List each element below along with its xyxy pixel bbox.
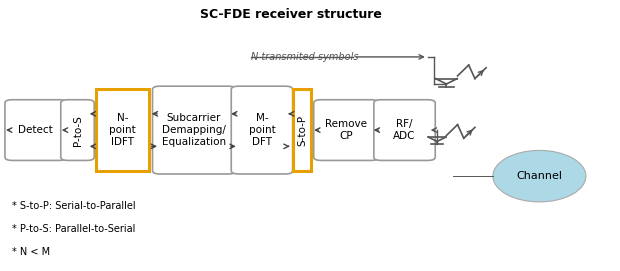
Text: N transmited symbols: N transmited symbols [251, 52, 358, 62]
FancyBboxPatch shape [153, 86, 236, 174]
FancyBboxPatch shape [61, 100, 94, 160]
Ellipse shape [493, 150, 586, 202]
Text: Detect: Detect [18, 125, 53, 135]
Text: P-to-S: P-to-S [73, 115, 82, 146]
Text: SC-FDE receiver structure: SC-FDE receiver structure [200, 8, 383, 21]
Bar [96, 89, 149, 171]
FancyBboxPatch shape [5, 100, 66, 160]
Text: RF/
ADC: RF/ ADC [393, 119, 416, 141]
FancyBboxPatch shape [314, 100, 378, 160]
FancyBboxPatch shape [231, 86, 293, 174]
Text: S-to-P: S-to-P [297, 115, 307, 146]
Text: M-
point
DFT: M- point DFT [249, 114, 275, 147]
Text: Channel: Channel [516, 171, 562, 181]
Text: Subcarrier
Demapping/
Equalization: Subcarrier Demapping/ Equalization [162, 114, 226, 147]
Text: N-
point
IDFT: N- point IDFT [109, 114, 136, 147]
Text: * P-to-S: Parallel-to-Serial: * P-to-S: Parallel-to-Serial [12, 224, 136, 234]
FancyBboxPatch shape [374, 100, 435, 160]
Bar [293, 89, 311, 171]
Text: * N < M: * N < M [12, 247, 50, 257]
Text: Remove
CP: Remove CP [325, 119, 367, 141]
Text: * S-to-P: Serial-to-Parallel: * S-to-P: Serial-to-Parallel [12, 201, 136, 211]
